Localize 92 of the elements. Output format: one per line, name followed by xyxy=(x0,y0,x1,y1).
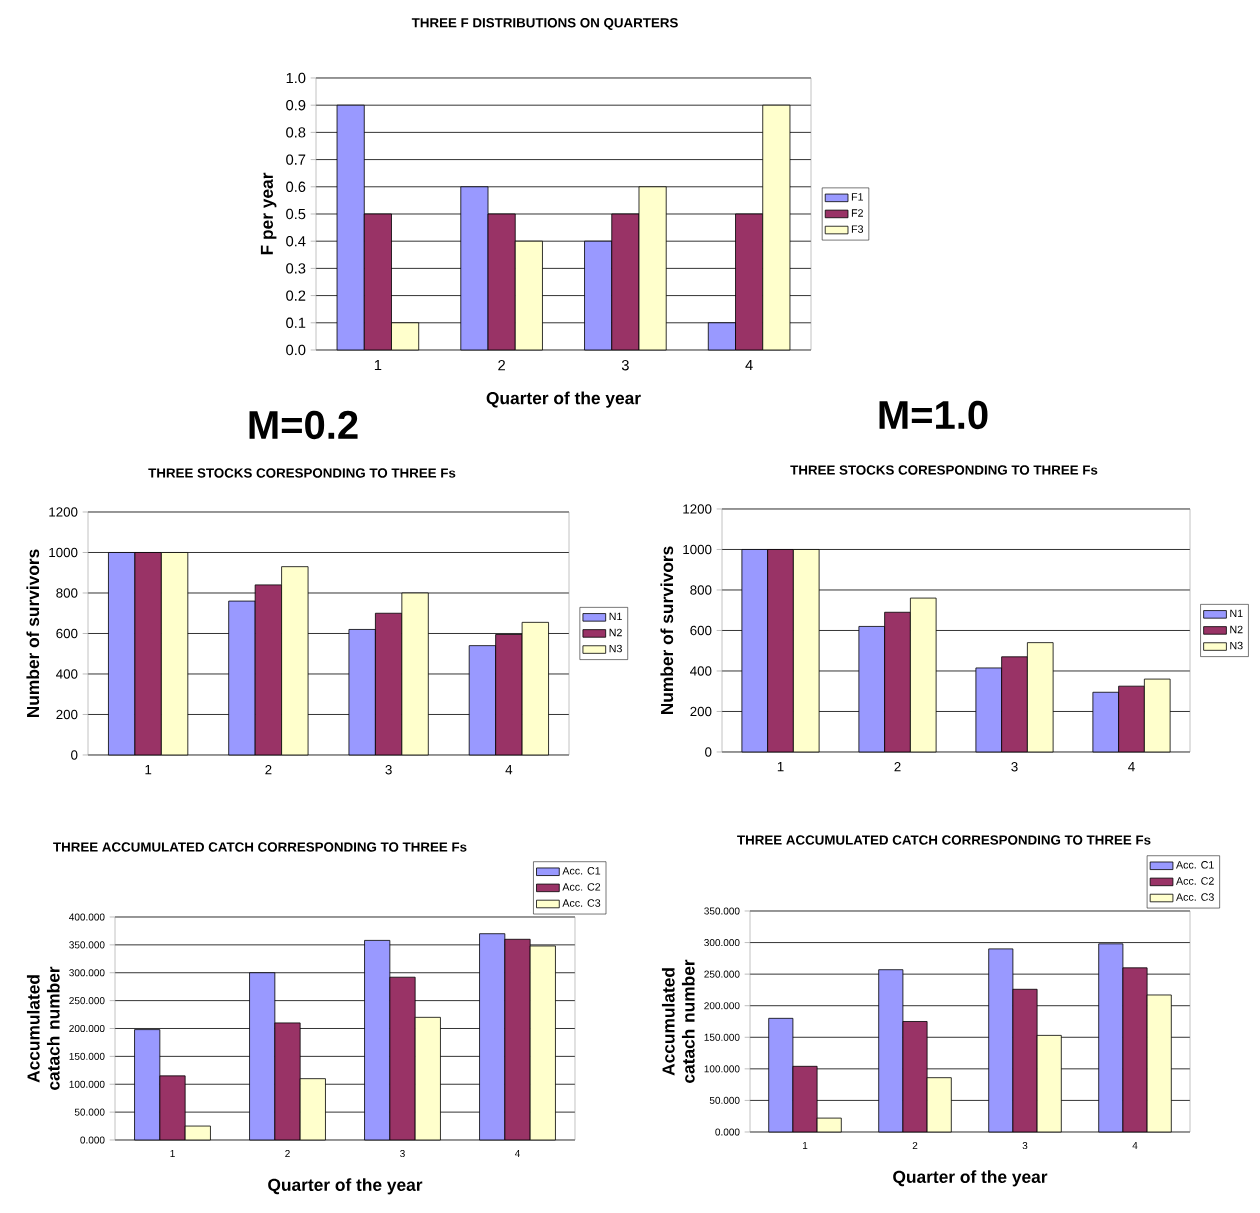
x-tick-label: 2 xyxy=(894,762,901,772)
y-tick-label: 400.000 xyxy=(69,913,105,921)
y-tick-label: 800 xyxy=(56,588,78,598)
x-tick-label: 4 xyxy=(745,360,753,371)
y-tick-label: 50.000 xyxy=(709,1096,740,1104)
legend-label: N1 xyxy=(1230,609,1243,618)
legend-label: F2 xyxy=(851,209,863,217)
y-tick-label: 200 xyxy=(690,706,712,717)
x-tick-label: 3 xyxy=(621,360,629,371)
y-tick-label: 200.000 xyxy=(704,1002,740,1010)
y-tick-label: 1000 xyxy=(49,547,78,558)
y-tick-label: 350.000 xyxy=(69,941,105,949)
y-tick-label: 300.000 xyxy=(69,969,105,977)
legend-label: N3 xyxy=(1230,641,1243,650)
y-tick-label: 0.5 xyxy=(286,208,306,220)
legend-label: Acc. C3 xyxy=(1176,893,1214,901)
y-tick-label: 0.6 xyxy=(286,181,306,192)
x-tick-label: 2 xyxy=(265,765,272,775)
y-axis-title: F per year xyxy=(260,172,277,255)
y-tick-label: 0.3 xyxy=(286,263,306,274)
x-axis-title: Quarter of the year xyxy=(893,1170,1048,1187)
y-tick-label: 150.000 xyxy=(69,1052,105,1060)
x-tick-label: 1 xyxy=(170,1150,175,1157)
x-tick-label: 4 xyxy=(514,1150,520,1157)
y-tick-label: 0.1 xyxy=(286,317,306,328)
y-tick-label: 600 xyxy=(690,625,712,636)
x-tick-label: 4 xyxy=(505,765,513,775)
y-tick-label: 150.000 xyxy=(704,1033,740,1041)
x-axis-title: Quarter of the year xyxy=(268,1178,423,1195)
x-tick-label: 4 xyxy=(1128,762,1135,772)
y-tick-label: 50.000 xyxy=(74,1108,105,1116)
chart-subtitle: M=0.2 xyxy=(249,410,358,440)
y-tick-label: 0 xyxy=(705,747,712,757)
legend-label: N3 xyxy=(609,644,622,653)
x-tick-label: 4 xyxy=(1132,1142,1138,1149)
chart-title: THREE STOCKS CORESPONDING TO THREE Fs xyxy=(790,465,1098,475)
chart-title: THREE F DISTRIBUTIONS ON QUARTERS xyxy=(411,18,678,30)
y-tick-label: 200 xyxy=(56,709,78,720)
y-tick-label: 1200 xyxy=(683,504,712,514)
chart-subtitle: M=1.0 xyxy=(879,400,988,430)
y-tick-label: 250.000 xyxy=(704,970,740,978)
x-tick-label: 3 xyxy=(400,1150,405,1158)
legend-label: F1 xyxy=(851,193,863,201)
chart-title: THREE ACCUMULATED CATCH CORRESPONDING TO THREE Fs xyxy=(737,835,1151,845)
y-tick-label: 350.000 xyxy=(704,907,740,915)
x-tick-label: 1 xyxy=(802,1142,808,1149)
chart-title: THREE ACCUMULATED CATCH CORRESPONDING TO THREE Fs xyxy=(53,842,467,852)
legend-label: Acc. C1 xyxy=(1176,861,1214,869)
x-tick-label: 1 xyxy=(777,762,784,772)
x-tick-label: 3 xyxy=(1022,1142,1028,1150)
y-tick-label: 100.000 xyxy=(69,1080,105,1088)
y-tick-label: 100.000 xyxy=(704,1065,740,1073)
legend-label: N2 xyxy=(609,628,622,637)
y-tick-label: 600 xyxy=(56,628,78,639)
chart-title: THREE STOCKS CORESPONDING TO THREE Fs xyxy=(148,468,456,478)
x-axis-title: Quarter of the year xyxy=(486,391,641,408)
legend-label: Acc. C1 xyxy=(562,867,601,875)
x-tick-label: 2 xyxy=(912,1142,918,1150)
y-tick-label: 0.2 xyxy=(286,290,306,301)
y-tick-label: 800 xyxy=(690,585,712,595)
x-tick-label: 2 xyxy=(285,1150,290,1158)
y-tick-label: 1000 xyxy=(683,544,712,555)
y-tick-label: 0.000 xyxy=(80,1136,105,1144)
legend-label: N2 xyxy=(1230,625,1243,634)
y-tick-label: 250.000 xyxy=(69,997,105,1005)
x-tick-label: 1 xyxy=(145,765,152,775)
y-tick-label: 0.4 xyxy=(286,236,306,247)
y-tick-label: 1.0 xyxy=(286,72,306,84)
x-tick-label: 2 xyxy=(498,360,505,371)
y-axis-title: Accumulated catach number xyxy=(661,959,695,1083)
y-tick-label: 0.8 xyxy=(286,127,306,138)
x-tick-label: 3 xyxy=(385,765,392,775)
y-tick-label: 400 xyxy=(56,669,78,679)
y-tick-label: 300.000 xyxy=(704,939,740,947)
y-tick-label: 200.000 xyxy=(69,1024,105,1033)
legend-label: Acc. C2 xyxy=(1176,877,1214,885)
y-tick-label: 0.9 xyxy=(286,100,306,111)
y-tick-label: 0 xyxy=(71,750,78,760)
y-axis-title: Accumulated catach number xyxy=(26,966,60,1090)
y-tick-label: 1200 xyxy=(49,507,78,517)
legend-label: Acc. C3 xyxy=(562,899,601,907)
x-tick-label: 3 xyxy=(1011,762,1018,772)
legend-label: N1 xyxy=(609,612,622,621)
y-tick-label: 400 xyxy=(690,666,712,676)
y-axis-title: Number of survivors xyxy=(26,549,40,718)
y-tick-label: 0.0 xyxy=(286,344,306,356)
y-axis-title: Number of survivors xyxy=(660,546,674,715)
x-tick-label: 1 xyxy=(374,360,382,371)
y-tick-label: 0.7 xyxy=(286,154,306,165)
legend-label: F3 xyxy=(851,225,864,233)
legend-label: Acc. C2 xyxy=(562,883,601,891)
y-tick-label: 0.000 xyxy=(715,1128,740,1136)
